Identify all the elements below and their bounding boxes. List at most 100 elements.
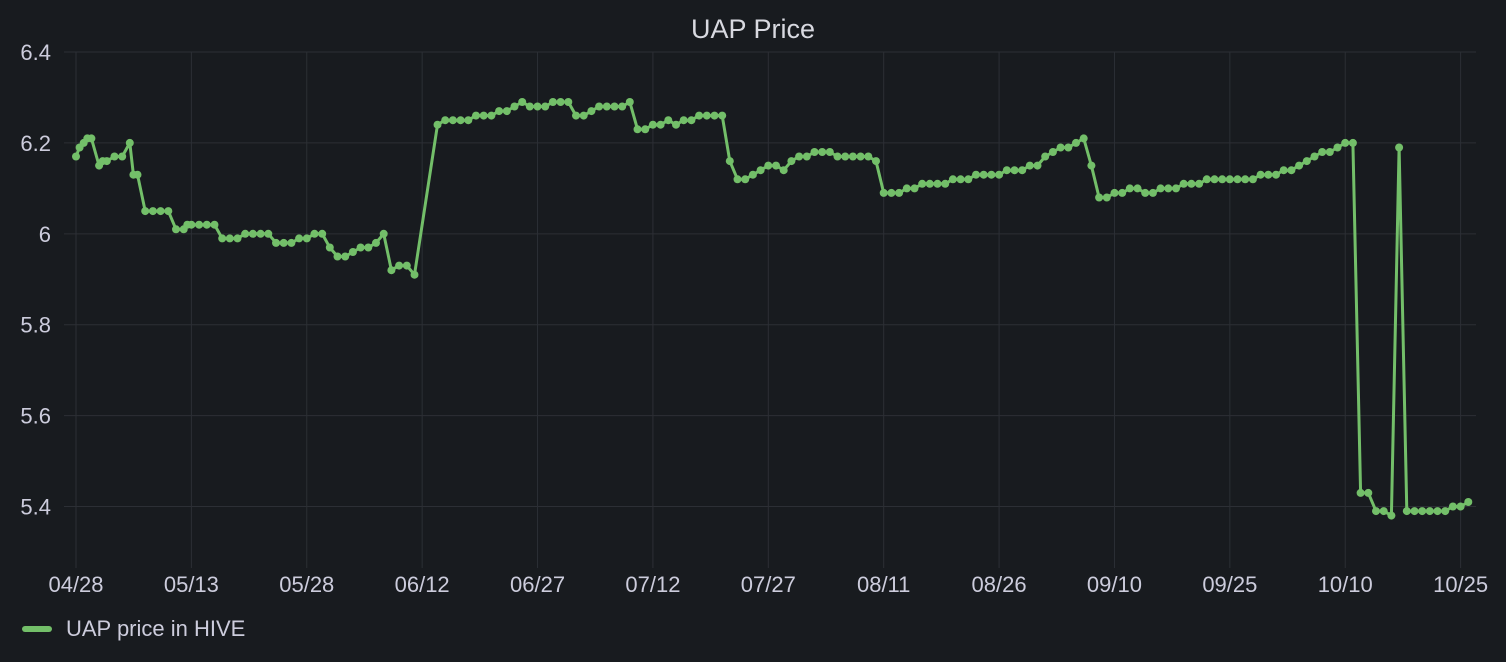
data-point bbox=[1172, 184, 1180, 193]
data-point bbox=[864, 152, 873, 161]
data-point bbox=[1202, 175, 1211, 184]
data-point bbox=[1295, 161, 1304, 170]
data-point bbox=[141, 207, 150, 216]
data-point bbox=[1102, 193, 1111, 202]
data-point bbox=[979, 170, 988, 179]
data-point bbox=[1010, 166, 1019, 175]
data-point bbox=[195, 220, 204, 229]
data-point bbox=[825, 148, 834, 156]
data-point bbox=[1195, 179, 1204, 188]
data-point bbox=[1072, 138, 1080, 147]
y-tick-label: 6.2 bbox=[20, 131, 51, 156]
data-point bbox=[1310, 152, 1319, 161]
data-point bbox=[1164, 184, 1173, 193]
data-point bbox=[641, 125, 650, 134]
x-tick-label: 06/27 bbox=[510, 572, 565, 597]
data-point bbox=[564, 98, 573, 106]
data-point bbox=[764, 161, 773, 170]
data-point bbox=[310, 229, 319, 238]
data-point bbox=[479, 111, 488, 120]
data-point bbox=[695, 111, 704, 120]
data-point bbox=[379, 229, 388, 238]
y-tick-label: 6.4 bbox=[20, 40, 51, 65]
data-point bbox=[1364, 488, 1373, 497]
data-point bbox=[1218, 175, 1227, 184]
data-point bbox=[1356, 488, 1365, 497]
data-point bbox=[1110, 188, 1119, 197]
data-point bbox=[472, 111, 480, 120]
data-point bbox=[72, 152, 80, 161]
data-point bbox=[972, 170, 980, 179]
data-point bbox=[302, 234, 311, 243]
data-point bbox=[1418, 507, 1427, 516]
series-line bbox=[74, 100, 1470, 518]
data-point bbox=[964, 175, 973, 184]
data-point bbox=[902, 184, 911, 193]
data-point bbox=[1395, 143, 1404, 152]
data-point bbox=[910, 184, 919, 193]
data-point bbox=[1302, 157, 1311, 166]
data-point bbox=[1387, 511, 1396, 520]
data-point bbox=[333, 252, 342, 261]
data-point bbox=[1233, 175, 1242, 184]
data-point bbox=[595, 102, 604, 111]
data-point bbox=[1402, 507, 1411, 516]
data-point bbox=[1056, 143, 1065, 152]
data-point bbox=[679, 116, 688, 125]
data-point bbox=[1341, 138, 1350, 147]
data-point bbox=[772, 161, 780, 170]
data-point bbox=[1448, 502, 1457, 511]
data-point bbox=[487, 111, 496, 120]
x-tick-label: 09/25 bbox=[1202, 572, 1257, 597]
data-point bbox=[741, 175, 750, 184]
data-point bbox=[1372, 507, 1380, 516]
data-point bbox=[1087, 161, 1096, 170]
data-point bbox=[233, 234, 242, 243]
data-point bbox=[287, 238, 296, 247]
legend-label[interactable]: UAP price in HIVE bbox=[66, 616, 246, 641]
data-point bbox=[448, 116, 457, 125]
data-point bbox=[702, 111, 711, 120]
data-point bbox=[518, 98, 527, 106]
data-point bbox=[118, 152, 127, 161]
data-point bbox=[295, 234, 304, 243]
data-point bbox=[1025, 161, 1034, 170]
data-point bbox=[879, 188, 888, 197]
data-point bbox=[464, 116, 473, 125]
data-point bbox=[202, 220, 211, 229]
data-point bbox=[110, 152, 119, 161]
data-point bbox=[495, 107, 504, 116]
data-point bbox=[341, 252, 350, 261]
data-point bbox=[818, 148, 827, 156]
data-point bbox=[225, 234, 234, 243]
legend[interactable]: UAP price in HIVE bbox=[22, 614, 245, 644]
data-point bbox=[672, 120, 680, 129]
data-point bbox=[610, 102, 619, 111]
data-point bbox=[956, 175, 965, 184]
data-point bbox=[687, 116, 696, 125]
data-point bbox=[510, 102, 519, 111]
data-point bbox=[1041, 152, 1050, 161]
data-point bbox=[948, 175, 957, 184]
data-point bbox=[602, 102, 611, 111]
data-point bbox=[1148, 188, 1157, 197]
data-point bbox=[1410, 507, 1419, 516]
data-point bbox=[1002, 166, 1011, 175]
data-point bbox=[1225, 175, 1234, 184]
x-tick-label: 07/27 bbox=[741, 572, 796, 597]
legend-swatch bbox=[22, 626, 52, 632]
data-point bbox=[210, 220, 219, 229]
data-point bbox=[1348, 138, 1357, 147]
data-point bbox=[664, 116, 673, 125]
data-point bbox=[748, 170, 757, 179]
x-tick-label: 08/11 bbox=[857, 572, 910, 597]
data-point bbox=[1441, 507, 1450, 516]
data-point bbox=[172, 225, 180, 234]
data-point bbox=[395, 261, 404, 270]
data-point bbox=[895, 188, 904, 197]
data-point bbox=[848, 152, 857, 161]
data-point bbox=[1141, 188, 1150, 197]
data-point bbox=[1433, 507, 1442, 516]
